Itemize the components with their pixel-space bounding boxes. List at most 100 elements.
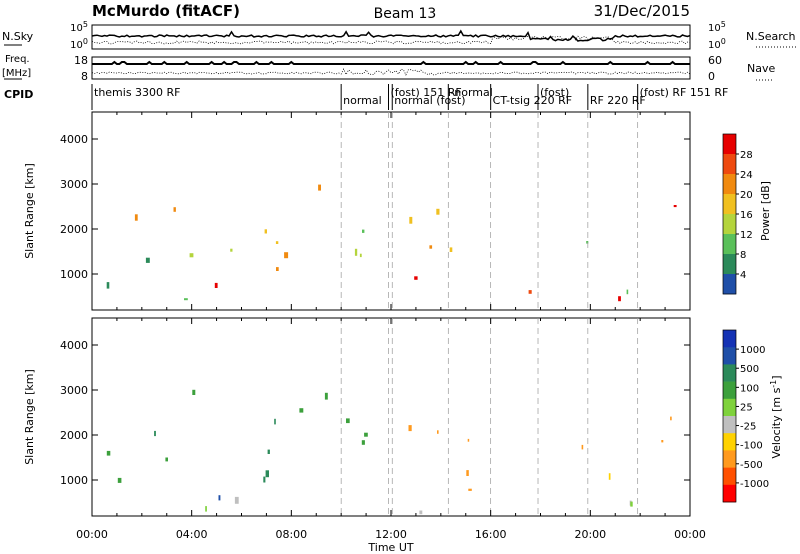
range-gate-cell xyxy=(274,418,276,425)
colorbar-swatch xyxy=(723,381,736,400)
power-colorbar: 28 24 20 16 12 8 4 xyxy=(722,133,753,295)
colorbar-tick-label: 25 xyxy=(740,402,753,413)
range-gate-cell xyxy=(214,282,218,288)
freq-right-tick-top: 60 xyxy=(708,54,722,67)
range-gate-cell xyxy=(414,276,418,280)
y-tick-label: 2000 xyxy=(60,429,88,442)
range-gate-cell xyxy=(299,408,304,413)
range-gate-cell xyxy=(165,457,168,462)
range-gate-cell xyxy=(346,418,350,424)
colorbar-swatch xyxy=(723,154,736,175)
range-gate-cell xyxy=(192,389,196,395)
power-panel: 1000 2000 3000 4000 Slant Range [km] 28 24 20… xyxy=(23,111,772,311)
freq-trace xyxy=(92,60,690,65)
colorbar-swatch xyxy=(723,254,736,275)
colorbar-swatch xyxy=(723,347,736,365)
colorbar-tick-label: 8 xyxy=(740,250,746,261)
cpid-segment-label: normal (fost) xyxy=(394,94,465,107)
cpid-row: CPID themis 3300 RF normal (fost) 151 RFno… xyxy=(4,84,728,110)
range-gate-cell xyxy=(106,282,110,289)
power-cells xyxy=(106,184,677,302)
range-gate-cell xyxy=(205,506,207,512)
range-gate-cell xyxy=(419,510,423,515)
date-title: 31/Dec/2015 xyxy=(594,2,690,20)
colorbar-tick-label: -1000 xyxy=(740,479,769,490)
noise-right-tick-top: 105 xyxy=(708,20,726,34)
range-gate-cell xyxy=(626,289,629,295)
x-tick-label: 12:00 xyxy=(375,528,407,541)
noise-search-trace xyxy=(91,35,691,45)
freq-right-tick-bottom: 0 xyxy=(708,70,715,83)
colorbar-tick-label: 20 xyxy=(740,190,753,201)
range-gate-cell xyxy=(661,440,664,443)
range-gate-cell xyxy=(467,438,470,442)
cpid-segment-label: (fost) RF 151 RF xyxy=(640,86,729,99)
range-gate-cell xyxy=(275,241,279,244)
freq-left-label-2: [MHz] xyxy=(2,68,31,79)
range-gate-cell xyxy=(468,488,472,491)
range-gate-cell xyxy=(359,253,362,258)
y-tick-label: 2000 xyxy=(60,223,88,236)
station-title: McMurdo (fitACF) xyxy=(92,2,240,20)
range-gate-cell xyxy=(630,501,633,507)
nave-trace xyxy=(91,68,691,76)
colorbar-tick-label: 24 xyxy=(740,170,753,181)
x-tick-label: 00:00 xyxy=(674,528,706,541)
range-gate-cell xyxy=(324,392,328,400)
range-gate-cell xyxy=(409,216,413,224)
x-axis-label: Time UT xyxy=(367,541,413,554)
noise-left-tick-top: 105 xyxy=(70,20,88,34)
range-gate-cell xyxy=(586,241,589,244)
colorbar-tick-label: 28 xyxy=(740,150,753,161)
range-gate-cell xyxy=(154,430,156,437)
range-gate-cell xyxy=(117,477,122,483)
range-gate-cell xyxy=(364,432,368,437)
y-tick-label: 4000 xyxy=(60,339,88,352)
range-gate-cell xyxy=(264,229,267,234)
range-gate-cell xyxy=(145,257,150,263)
x-tick-label: 04:00 xyxy=(176,528,208,541)
noise-panel: N.Sky 105 100 105 100 N.Search xyxy=(2,20,796,51)
range-gate-cell xyxy=(429,245,433,249)
range-gate-cell xyxy=(528,290,532,294)
y-tick-label: 1000 xyxy=(60,474,88,487)
freq-left-label-1: Freq. xyxy=(5,54,30,65)
nave-label: Nave xyxy=(747,62,775,75)
colorbar-swatch xyxy=(723,234,736,255)
velocity-cells xyxy=(106,389,672,515)
cpid-segment-label: (fost) 151 RF xyxy=(391,86,462,99)
colorbar-swatch xyxy=(723,450,736,468)
colorbar-swatch xyxy=(723,274,736,295)
range-gate-cell xyxy=(618,296,621,302)
colorbar-swatch xyxy=(723,433,736,451)
velocity-axes: 1000 2000 3000 4000 xyxy=(60,318,691,516)
colorbar-tick-label: 12 xyxy=(740,230,753,241)
colorbar-swatch xyxy=(723,364,736,382)
colorbar-swatch xyxy=(723,174,736,195)
colorbar-tick-label: 500 xyxy=(740,364,759,375)
range-gate-cell xyxy=(276,267,279,271)
velocity-ylabel: Slant Range [km] xyxy=(23,369,36,465)
cpid-segment-label: -normal xyxy=(450,86,493,99)
velocity-colorbar: 1000 500 100 25 -25 -100 -500 -1000 xyxy=(722,329,769,503)
cpid-segment-label: CT-tsig 220 RF xyxy=(493,94,572,107)
y-tick-label: 1000 xyxy=(60,268,88,281)
range-gate-cell xyxy=(173,207,176,212)
colorbar-swatch xyxy=(723,330,736,348)
y-tick-label: 3000 xyxy=(60,384,88,397)
noise-left-label: N.Sky xyxy=(2,30,34,43)
colorbar-tick-label: -500 xyxy=(740,460,763,471)
colorbar-swatch xyxy=(723,134,736,155)
range-gate-cell xyxy=(361,440,365,445)
range-gate-cell xyxy=(267,449,270,454)
y-tick-label: 4000 xyxy=(60,133,88,146)
range-gate-cell xyxy=(106,450,111,456)
range-gate-cell xyxy=(466,470,469,476)
range-gate-cell xyxy=(265,470,269,478)
range-gate-cell xyxy=(218,495,221,501)
colorbar-tick-label: -100 xyxy=(740,441,763,452)
colorbar-tick-label: 1000 xyxy=(740,345,765,356)
x-tick-label: 00:00 xyxy=(76,528,108,541)
noise-right-tick-bottom: 100 xyxy=(708,37,726,51)
velocity-panel: 1000 2000 3000 4000 Slant Range [km] 1000 50… xyxy=(23,317,783,517)
